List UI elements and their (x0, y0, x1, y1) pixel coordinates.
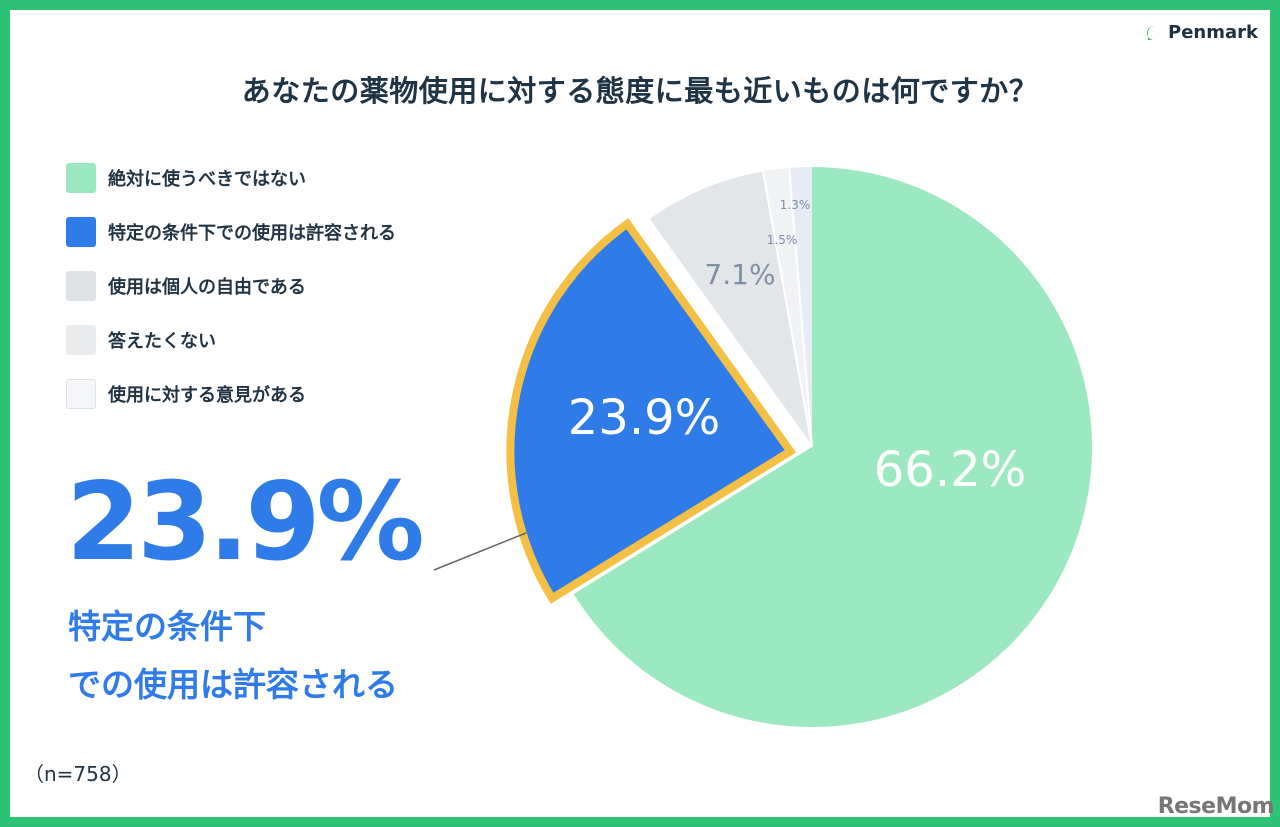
brand-logo: Penmark (1146, 22, 1258, 43)
chart-title: あなたの薬物使用に対する態度に最も近いものは何ですか？ (241, 74, 1039, 108)
legend-label: 絶対に使うべきではない (108, 169, 306, 190)
legend-item-conditional-use: 特定の条件下での使用は許容される (66, 217, 396, 247)
callout-value: 23.9% (66, 460, 425, 585)
label-7: 7.1% (704, 258, 775, 291)
legend-label: 使用は個人の自由である (108, 277, 306, 298)
callout-label: 特定の条件下 での使用は許容される (68, 598, 398, 714)
label-66: 66.2% (874, 442, 1026, 498)
legend-item-prefer-not-answer: 答えたくない (66, 325, 396, 355)
legend-label: 特定の条件下での使用は許容される (108, 223, 396, 244)
legend-item-never-use: 絶対に使うべきではない (66, 163, 396, 193)
legend-item-have-opinion: 使用に対する意見がある (66, 379, 396, 409)
slice-conditional-use (506, 218, 797, 604)
legend-swatch (66, 271, 96, 301)
legend: 絶対に使うべきではない 特定の条件下での使用は許容される 使用は個人の自由である… (66, 163, 396, 433)
slice-never-use (573, 167, 1093, 728)
brand-name: Penmark (1168, 22, 1258, 43)
legend-swatch (66, 217, 96, 247)
sample-size: （n=758） (24, 762, 132, 786)
callout-label-line2: での使用は許容される (68, 665, 398, 704)
callout-leader-line (433, 532, 527, 571)
label-23: 23.9% (568, 390, 720, 446)
label-1-3: 1.3% (780, 198, 811, 212)
slice-personal-freedom (648, 171, 812, 448)
speech-bubble-icon (1147, 25, 1158, 40)
callout-label-line1: 特定の条件下 (68, 607, 266, 646)
legend-swatch (66, 325, 96, 355)
watermark-logo: ReseMom (1157, 794, 1275, 819)
legend-swatch (66, 163, 96, 193)
legend-label: 使用に対する意見がある (108, 385, 306, 406)
legend-label: 答えたくない (108, 331, 216, 352)
label-1-5: 1.5% (767, 233, 798, 247)
legend-swatch (66, 379, 96, 409)
legend-item-personal-freedom: 使用は個人の自由である (66, 271, 396, 301)
